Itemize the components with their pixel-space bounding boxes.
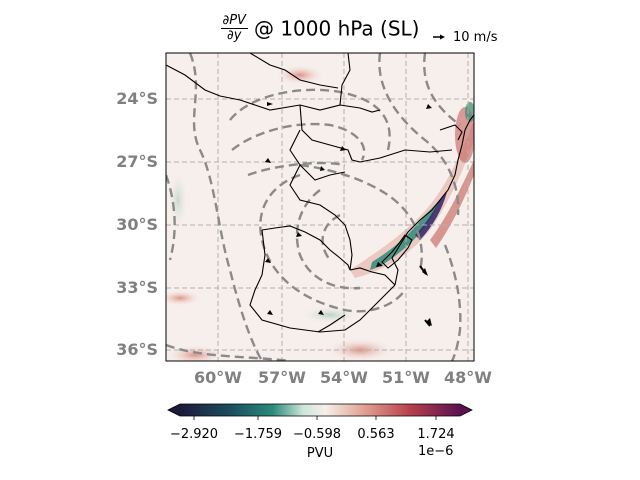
pressure-contours	[166, 53, 462, 361]
quiver-key-label: 10 m/s	[453, 30, 498, 45]
wind-vectors	[265, 102, 432, 326]
lat-label-27s: 27°S	[116, 152, 158, 171]
lat-label-30s: 30°S	[116, 215, 158, 234]
map-gridlines	[166, 53, 474, 361]
colorbar-max-extend	[460, 404, 472, 416]
title-denominator: ∂y	[227, 28, 242, 43]
lat-label-33s: 33°S	[116, 278, 158, 297]
lat-label-36s: 36°S	[116, 340, 158, 359]
map-title: ∂PV ∂y @ 1000 hPa (SL)	[0, 14, 640, 43]
lon-label-51w: 51°W	[382, 368, 430, 387]
colorbar-gradient	[180, 404, 460, 416]
colorbar	[167, 403, 473, 420]
map-frame	[165, 52, 475, 362]
title-fraction: ∂PV ∂y	[220, 13, 248, 43]
lon-label-48w: 48°W	[444, 368, 492, 387]
lon-label-54w: 54°W	[320, 368, 368, 387]
colorbar-tick-label: 1.724	[417, 427, 455, 442]
colorbar-exponent-label: 1e−6	[418, 444, 454, 459]
quiver-key-arrow	[433, 34, 445, 40]
colorbar-unit-label: PVU	[306, 446, 334, 461]
lon-label-57w: 57°W	[258, 368, 306, 387]
colorbar-tick-label: 0.563	[357, 427, 395, 442]
title-numerator: ∂PV	[220, 13, 248, 29]
colorbar-tick-label: −2.920	[169, 427, 219, 442]
title-text: @ 1000 hPa (SL)	[253, 16, 420, 41]
country-borders	[166, 53, 474, 333]
colorbar-min-extend	[168, 404, 180, 416]
lon-label-60w: 60°W	[194, 368, 242, 387]
lat-label-24s: 24°S	[116, 89, 158, 108]
colorbar-tick-label: −0.598	[292, 427, 342, 442]
colorbar-tick-label: −1.759	[233, 427, 283, 442]
